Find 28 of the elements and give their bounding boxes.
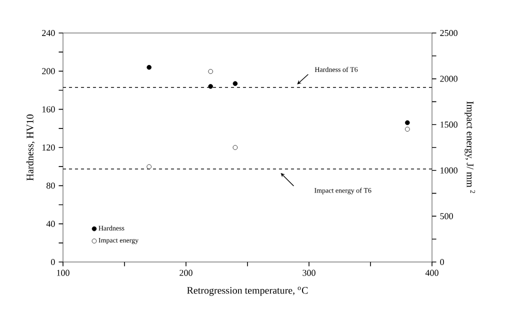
x-tick-label: 100 <box>57 270 70 276</box>
y-tick-label: 240 <box>42 30 55 36</box>
x-tick-label: 200 <box>180 270 192 276</box>
y2-tick-label: 2500 <box>440 30 458 36</box>
point <box>232 81 238 86</box>
y-tick-label: 0 <box>51 258 55 266</box>
point <box>208 69 214 74</box>
y2-axis-title: Impact energy, J/ mm $^{2}$ <box>464 101 476 194</box>
y2-tick-label: 2000 <box>440 76 458 82</box>
point <box>405 120 410 126</box>
y2-tick-label: 500 <box>440 213 453 220</box>
y-tick-label: 200 <box>42 68 55 74</box>
x-tick-label: 300 <box>302 270 316 276</box>
y2-tick-label: 0 <box>440 258 444 266</box>
y-tick-label: 120 <box>42 144 55 151</box>
point <box>208 84 214 89</box>
point <box>232 145 238 150</box>
y-axis-title: Hardness, HV10 <box>26 114 35 181</box>
y-tick-label: 160 <box>42 106 55 112</box>
y-tick-label: 80 <box>46 182 55 189</box>
y-tick-label: 40 <box>46 220 55 227</box>
point <box>405 126 410 132</box>
point <box>146 64 152 70</box>
y2-tick-label: 1000 <box>440 167 458 174</box>
y2-tick-label: 1500 <box>440 122 458 128</box>
point <box>146 164 152 170</box>
x-tick-label: 400 <box>425 270 438 276</box>
x-axis-title: Retrogression temperature, $^{o}$C <box>187 286 308 296</box>
